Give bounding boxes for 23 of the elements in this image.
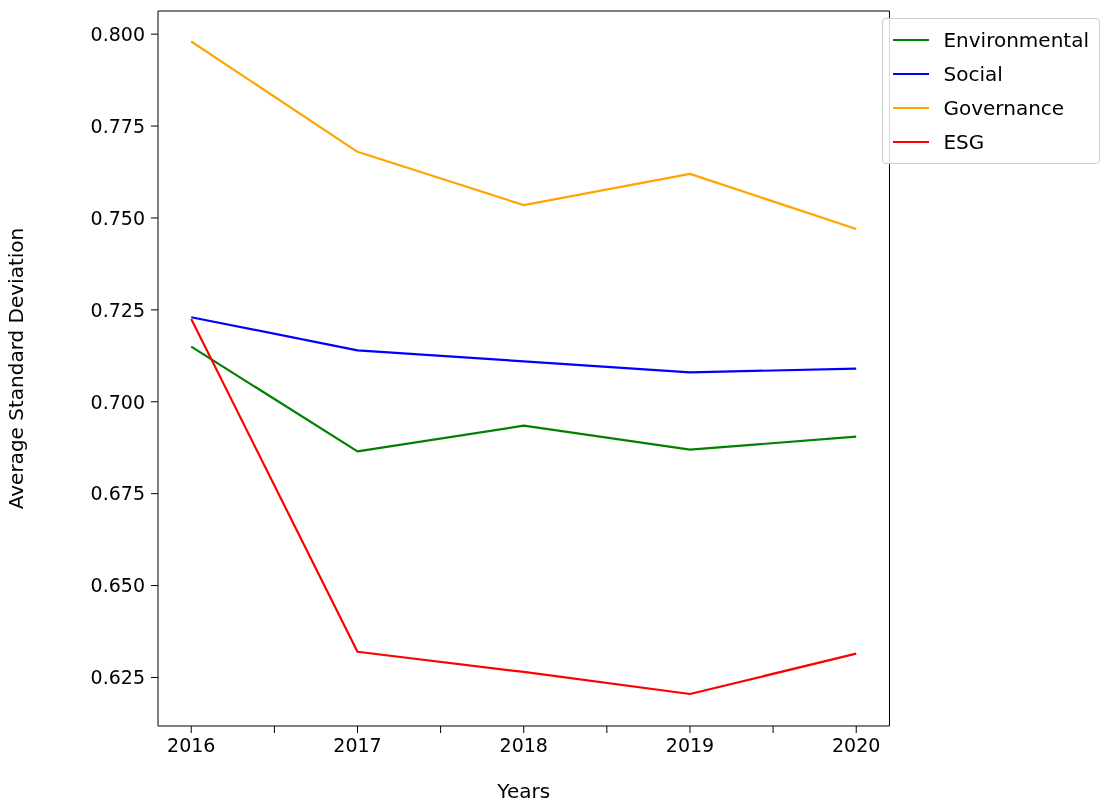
y-tick-label: 0.625: [90, 666, 145, 689]
line-series: [190, 40, 858, 231]
x-tick-label: 2017: [333, 734, 382, 757]
line-series: [190, 345, 858, 453]
x-axis-title: Years: [496, 779, 551, 803]
x-tick-label: 2020: [832, 734, 881, 757]
line-series: [190, 317, 858, 696]
y-tick-label: 0.800: [90, 22, 145, 45]
legend-label: Environmental: [943, 28, 1089, 52]
y-tick-label: 0.650: [90, 574, 145, 597]
y-tick-label: 0.725: [90, 298, 145, 321]
legend-label: Governance: [943, 96, 1065, 120]
line-series: [190, 316, 858, 374]
y-tick-label: 0.750: [90, 206, 145, 229]
y-tick-label: 0.700: [90, 390, 145, 413]
x-tick-label: 2016: [167, 734, 216, 757]
y-axis-title: Average Standard Deviation: [4, 227, 29, 510]
legend-label: Social: [943, 62, 1003, 86]
legend-label: ESG: [943, 130, 985, 154]
x-tick-label: 2019: [665, 734, 715, 757]
x-tick-label: 2018: [499, 734, 548, 757]
y-tick-label: 0.675: [90, 482, 145, 505]
y-tick-label: 0.775: [90, 114, 145, 137]
